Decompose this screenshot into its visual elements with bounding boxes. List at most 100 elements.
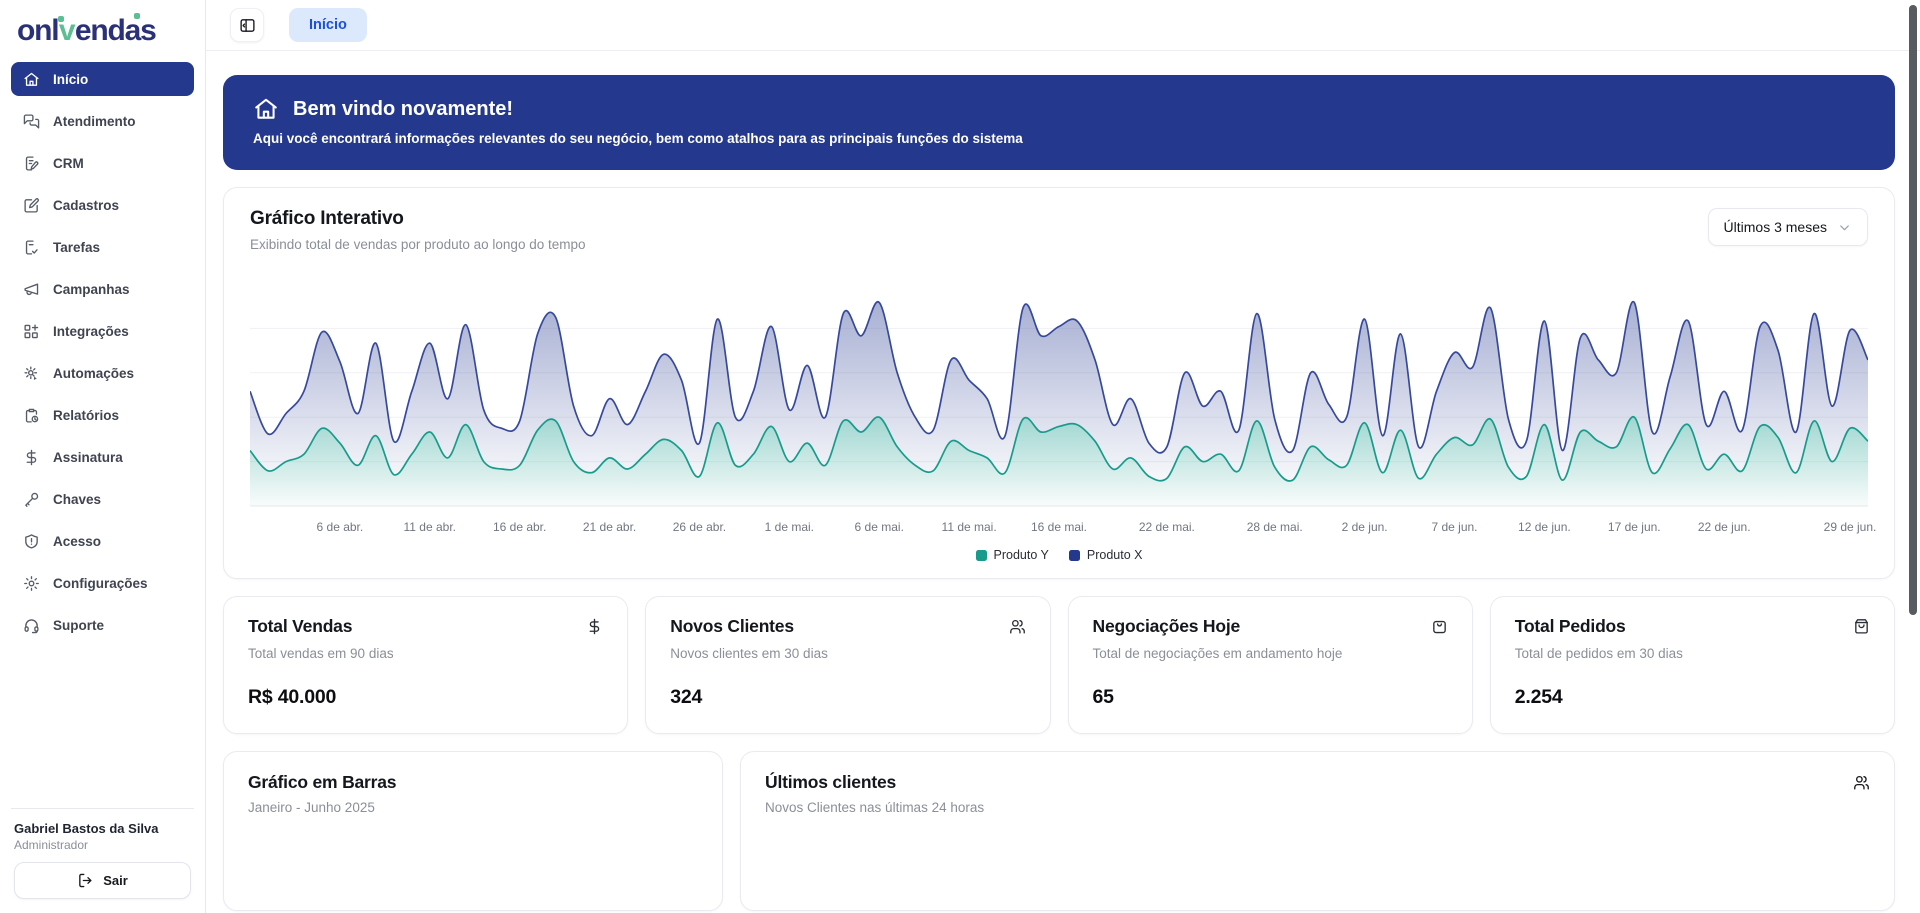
stat-subtitle: Total de negociações em andamento hoje bbox=[1093, 646, 1448, 661]
bar-chart-card: Gráfico em Barras Janeiro - Junho 2025 bbox=[223, 751, 723, 911]
logo-accent-v: v bbox=[59, 14, 75, 47]
chevron-down-icon bbox=[1837, 220, 1852, 235]
sidebar-item-label: Início bbox=[53, 72, 88, 87]
stat-subtitle: Novos clientes em 30 dias bbox=[670, 646, 1025, 661]
sidebar-item-label: Automações bbox=[53, 366, 134, 381]
interactive-chart-card: Gráfico Interativo Exibindo total de ven… bbox=[223, 187, 1895, 579]
stat-card-total-pedidos: Total Pedidos Total de pedidos em 30 dia… bbox=[1490, 596, 1895, 734]
clipboard-pen-icon bbox=[23, 155, 40, 172]
stat-title: Negociações Hoje bbox=[1093, 616, 1241, 637]
bar-chart-title: Gráfico em Barras bbox=[248, 772, 698, 793]
legend-label: Produto X bbox=[1087, 548, 1143, 562]
stat-title: Novos Clientes bbox=[670, 616, 794, 637]
sidebar-item-configuracoes[interactable]: Configurações bbox=[11, 566, 194, 600]
x-tick: 6 de mai. bbox=[855, 520, 904, 534]
blocks-plus-icon bbox=[23, 323, 40, 340]
stat-subtitle: Total de pedidos em 30 dias bbox=[1515, 646, 1870, 661]
sidebar-item-relatorios[interactable]: Relatórios bbox=[11, 398, 194, 432]
x-tick: 29 de jun. bbox=[1824, 520, 1877, 534]
key-icon bbox=[23, 491, 40, 508]
sidebar-item-label: Acesso bbox=[53, 534, 101, 549]
latest-clients-subtitle: Novos Clientes nas últimas 24 horas bbox=[765, 800, 1870, 815]
x-tick: 22 de mai. bbox=[1139, 520, 1195, 534]
sidebar-item-suporte[interactable]: Suporte bbox=[11, 608, 194, 642]
sidebar-item-label: Chaves bbox=[53, 492, 101, 507]
legend-item-produto-y: Produto Y bbox=[976, 548, 1049, 562]
sidebar-item-atendimento[interactable]: Atendimento bbox=[11, 104, 194, 138]
dollar-sign-icon bbox=[586, 618, 603, 635]
sidebar-item-label: Tarefas bbox=[53, 240, 100, 255]
sidebar-item-label: Campanhas bbox=[53, 282, 130, 297]
x-tick: 7 de jun. bbox=[1431, 520, 1477, 534]
users-icon bbox=[1853, 774, 1870, 791]
sidebar-item-integracoes[interactable]: Integrações bbox=[11, 314, 194, 348]
sidebar-item-tarefas[interactable]: Tarefas bbox=[11, 230, 194, 264]
sidebar-item-automacoes[interactable]: Automações bbox=[11, 356, 194, 390]
sidebar-item-cadastros[interactable]: Cadastros bbox=[11, 188, 194, 222]
chart-title: Gráfico Interativo bbox=[250, 208, 586, 230]
latest-clients-title: Últimos clientes bbox=[765, 772, 896, 793]
welcome-banner: Bem vindo novamente! Aqui você encontrar… bbox=[223, 75, 1895, 170]
x-tick: 2 de jun. bbox=[1342, 520, 1388, 534]
scrollbar-thumb[interactable] bbox=[1909, 5, 1917, 615]
legend-swatch-teal bbox=[976, 550, 987, 561]
sidebar-item-chaves[interactable]: Chaves bbox=[11, 482, 194, 516]
headset-icon bbox=[23, 617, 40, 634]
x-tick: 11 de mai. bbox=[942, 520, 997, 534]
sidebar-item-acesso[interactable]: Acesso bbox=[11, 524, 194, 558]
stat-subtitle: Total vendas em 90 dias bbox=[248, 646, 603, 661]
banner-title: Bem vindo novamente! bbox=[293, 98, 513, 121]
area-chart-plot[interactable] bbox=[250, 276, 1868, 514]
file-check-icon bbox=[23, 239, 40, 256]
banner-home-icon bbox=[253, 96, 279, 122]
tab-inicio[interactable]: Início bbox=[289, 8, 367, 42]
sidebar-nav: Início Atendimento CRM Cadastros Tarefas Camp… bbox=[11, 62, 194, 650]
panel-left-icon bbox=[239, 17, 256, 34]
x-tick: 1 de mai. bbox=[765, 520, 814, 534]
brand-logo: onlvendas bbox=[11, 10, 194, 62]
x-tick: 26 de abr. bbox=[673, 520, 726, 534]
main-area: Início Bem vindo novamente! Aqui você en… bbox=[206, 0, 1920, 913]
x-tick: 22 de jun. bbox=[1698, 520, 1751, 534]
logo-end: s bbox=[140, 14, 156, 47]
chart-subtitle: Exibindo total de vendas por produto ao … bbox=[250, 237, 586, 252]
gear-play-icon bbox=[23, 365, 40, 382]
home-icon bbox=[23, 71, 40, 88]
logo-prefix: onl bbox=[17, 14, 58, 47]
x-tick: 16 de mai. bbox=[1031, 520, 1087, 534]
sidebar-item-crm[interactable]: CRM bbox=[11, 146, 194, 180]
sidebar: onlvendas Início Atendimento CRM Cadastros T… bbox=[0, 0, 206, 913]
date-range-select[interactable]: Últimos 3 meses bbox=[1708, 208, 1868, 246]
page-content: Bem vindo novamente! Aqui você encontrar… bbox=[206, 51, 1920, 913]
logout-button[interactable]: Sair bbox=[14, 862, 191, 899]
stat-value: 65 bbox=[1093, 686, 1448, 709]
date-range-value: Últimos 3 meses bbox=[1724, 219, 1827, 235]
area-chart: 6 de abr.11 de abr.16 de abr.21 de abr.2… bbox=[250, 276, 1868, 566]
logout-icon bbox=[77, 872, 94, 889]
bag-icon bbox=[1431, 618, 1448, 635]
sidebar-item-campanhas[interactable]: Campanhas bbox=[11, 272, 194, 306]
legend-swatch-navy bbox=[1069, 550, 1080, 561]
user-role: Administrador bbox=[14, 838, 191, 852]
square-pen-icon bbox=[23, 197, 40, 214]
stat-card-total-vendas: Total Vendas Total vendas em 90 dias R$ … bbox=[223, 596, 628, 734]
user-name: Gabriel Bastos da Silva bbox=[14, 821, 191, 836]
stat-value: R$ 40.000 bbox=[248, 686, 603, 709]
latest-clients-card: Últimos clientes Novos Clientes nas últi… bbox=[740, 751, 1895, 911]
stat-value: 324 bbox=[670, 686, 1025, 709]
x-axis-ticks: 6 de abr.11 de abr.16 de abr.21 de abr.2… bbox=[250, 520, 1868, 540]
topbar: Início bbox=[206, 0, 1920, 51]
sidebar-item-inicio[interactable]: Início bbox=[11, 62, 194, 96]
sidebar-toggle-button[interactable] bbox=[230, 8, 264, 42]
sidebar-item-label: Atendimento bbox=[53, 114, 136, 129]
bottom-row: Gráfico em Barras Janeiro - Junho 2025 Ú… bbox=[223, 751, 1895, 911]
stat-card-negociacoes-hoje: Negociações Hoje Total de negociações em… bbox=[1068, 596, 1473, 734]
sidebar-item-assinatura[interactable]: Assinatura bbox=[11, 440, 194, 474]
shield-alert-icon bbox=[23, 533, 40, 550]
users-icon bbox=[1009, 618, 1026, 635]
stat-value: 2.254 bbox=[1515, 686, 1870, 709]
app-window: onlvendas Início Atendimento CRM Cadastros T… bbox=[0, 0, 1920, 913]
x-tick: 6 de abr. bbox=[317, 520, 364, 534]
legend-label: Produto Y bbox=[994, 548, 1049, 562]
dollar-icon bbox=[23, 449, 40, 466]
